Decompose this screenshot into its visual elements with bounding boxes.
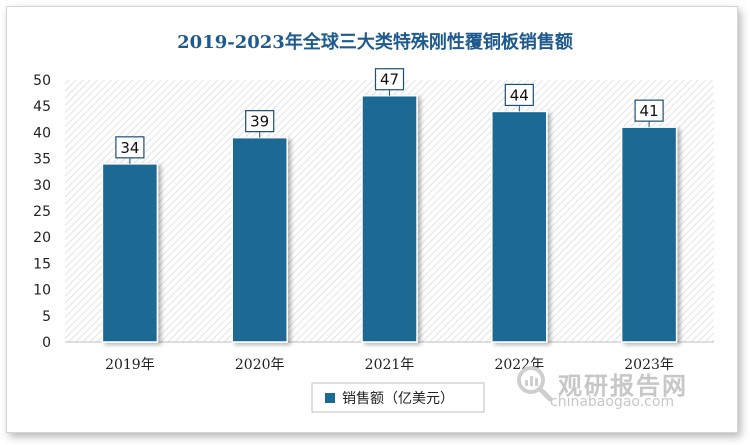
x-tick-label: 2023年	[624, 357, 674, 373]
y-tick-label: 40	[33, 125, 51, 141]
y-tick-label: 0	[42, 335, 51, 351]
bar	[361, 94, 418, 343]
data-label: 47	[380, 71, 399, 89]
y-tick-label: 15	[33, 256, 51, 272]
chart-title: 2019-2023年全球三大类特殊刚性覆铜板销售额	[177, 32, 573, 53]
data-label: 44	[510, 86, 529, 104]
data-label: 41	[640, 102, 659, 120]
legend-label: 销售额（亿美元）	[342, 391, 454, 407]
data-label: 34	[120, 139, 139, 157]
data-label: 39	[250, 113, 269, 131]
y-tick-label: 30	[33, 178, 51, 194]
bars-group: 34 39 47 44 41	[101, 68, 678, 343]
x-axis: 2019年 2020年 2021年 2022年 2023年	[105, 357, 674, 373]
y-tick-label: 45	[33, 99, 51, 115]
legend: 销售额（亿美元）	[311, 382, 485, 413]
y-tick-label: 50	[33, 73, 51, 89]
bar	[620, 126, 678, 343]
y-tick-label: 5	[42, 309, 51, 325]
bar	[101, 163, 159, 343]
x-tick-label: 2019年	[105, 357, 155, 373]
y-tick-label: 35	[33, 152, 51, 168]
watermark-name: 观研报告网	[558, 372, 688, 400]
bar	[231, 136, 288, 343]
bar	[491, 110, 548, 343]
y-tick-label: 25	[33, 204, 51, 220]
watermark-url: chinabaogao.com	[550, 394, 675, 410]
y-tick-label: 20	[33, 230, 51, 246]
y-axis: 0 5 10 15 20 25 30 35 40 45 50	[33, 73, 714, 351]
x-tick-label: 2020年	[235, 357, 285, 373]
legend-box	[311, 382, 485, 413]
x-tick-label: 2021年	[365, 357, 415, 373]
y-tick-label: 10	[33, 283, 51, 299]
legend-swatch	[325, 393, 335, 403]
magnifier-logo-icon	[517, 366, 553, 402]
